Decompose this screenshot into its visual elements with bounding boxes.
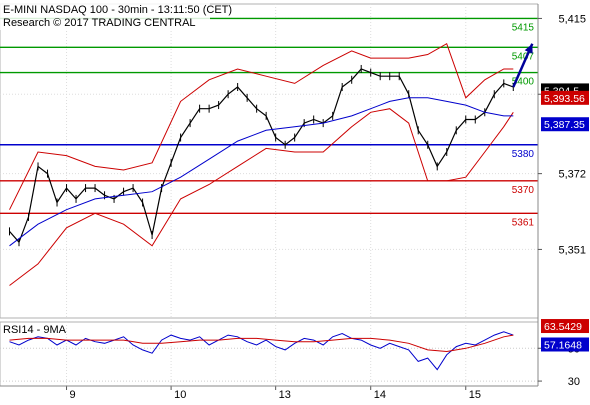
rsi-series-rsi	[9, 331, 514, 371]
price-plot-background	[0, 3, 539, 319]
rsi-value-tag: 63.5429	[544, 321, 582, 333]
price-value-tag-bg	[541, 90, 589, 105]
x-tick-label: 14	[374, 389, 386, 400]
level-label-5361: 5361	[512, 217, 535, 228]
rsi-value-tag-bg	[541, 319, 589, 334]
rsi-panel-title: RSI14 - 9MA	[3, 324, 67, 336]
rsi-plot-background	[0, 321, 539, 387]
price-y-tick-label: 5,372	[558, 169, 586, 181]
price-y-tick-label: 5,351	[558, 244, 586, 256]
price-value-tag-bg	[541, 117, 589, 132]
forecast-arrow-head	[524, 43, 533, 54]
x-tick-label: 13	[279, 389, 291, 400]
price-series-price	[9, 68, 514, 244]
rsi-panel: RSI14 - 9MA	[0, 321, 539, 387]
rsi-value-tag-bg	[541, 337, 589, 352]
x-tick-label: 10	[174, 389, 186, 400]
level-label-5415: 5415	[512, 22, 535, 33]
y-axis-background	[538, 0, 590, 400]
x-tick-label: 15	[469, 389, 481, 400]
price-series-bollinger-upper	[9, 42, 514, 210]
x-tick-label: 9	[70, 389, 76, 400]
price-y-tick-label: 5,415	[558, 13, 586, 25]
rsi-value-tag: 57.1648	[544, 339, 582, 351]
level-label-5370: 5370	[512, 185, 535, 196]
rsi-series-rsi-ma	[9, 334, 514, 353]
level-label-5400: 5400	[512, 77, 535, 88]
level-label-5407: 5407	[512, 51, 535, 62]
price-series-moving-average	[9, 97, 514, 247]
price-series-bollinger-lower	[9, 108, 514, 286]
price-panel: 5415 5407 5400 5380 5370 5361	[0, 3, 539, 319]
rsi-y-tick-label: 30	[568, 376, 580, 388]
level-label-5380: 5380	[512, 149, 535, 160]
price-value-tag: 5,393.56	[544, 93, 585, 105]
price-value-tag: 5,387.35	[544, 119, 585, 131]
